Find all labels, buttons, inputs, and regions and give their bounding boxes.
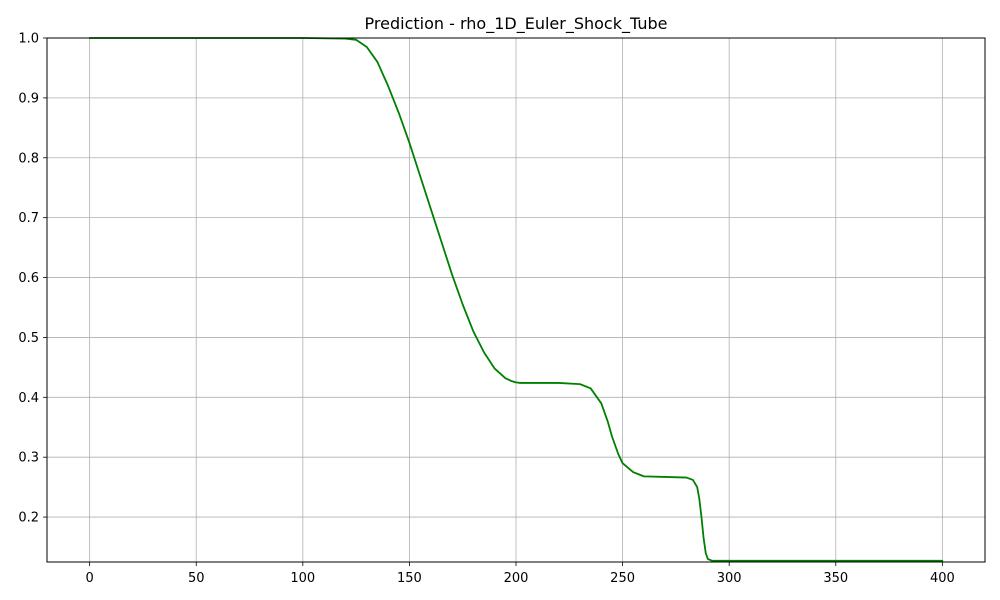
x-tick-label: 250 xyxy=(610,571,635,586)
y-tick-label: 0.5 xyxy=(18,331,39,346)
series-line xyxy=(88,37,944,562)
x-tick-label: 200 xyxy=(504,571,529,586)
y-tick-label: 0.7 xyxy=(18,211,39,226)
y-tick-label: 0.3 xyxy=(18,451,39,466)
y-axis: 0.2 0.3 0.4 0.5 0.6 0.7 0.8 0.9 1.0 xyxy=(18,32,47,526)
x-tick-label: 50 xyxy=(188,571,205,586)
x-tick-label: 400 xyxy=(930,571,955,586)
x-axis: 0 50 100 150 200 250 300 350 400 xyxy=(85,562,955,586)
y-tick-label: 0.2 xyxy=(18,511,39,526)
y-tick-label: 0.6 xyxy=(18,271,39,286)
grid xyxy=(47,37,985,562)
x-tick-label: 0 xyxy=(85,571,93,586)
y-tick-label: 0.4 xyxy=(18,391,39,406)
series-layer xyxy=(88,37,944,562)
x-tick-label: 350 xyxy=(823,571,848,586)
y-tick-label: 1.0 xyxy=(18,32,39,47)
x-tick-label: 100 xyxy=(290,571,315,586)
y-tick-label: 0.8 xyxy=(18,151,39,166)
y-tick-label: 0.9 xyxy=(18,91,39,106)
x-tick-label: 300 xyxy=(717,571,742,586)
chart-title: Prediction - rho_1D_Euler_Shock_Tube xyxy=(365,14,668,34)
x-tick-label: 150 xyxy=(397,571,422,586)
